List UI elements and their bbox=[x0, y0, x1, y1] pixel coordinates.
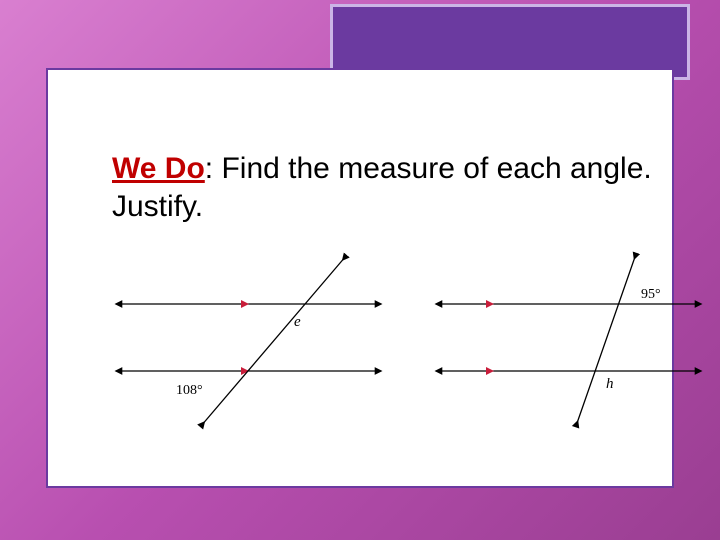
left-diagram: e 108° bbox=[121, 256, 376, 426]
left-var-label: e bbox=[294, 314, 301, 330]
slide-heading: We Do: Find the measure of each angle. J… bbox=[112, 150, 702, 225]
wedo-label: We Do bbox=[112, 152, 205, 185]
right-var-label: h bbox=[606, 376, 614, 392]
right-angle-label: 95° bbox=[641, 287, 661, 302]
slide-card: We Do: Find the measure of each angle. J… bbox=[46, 68, 674, 488]
left-angle-label: 108° bbox=[176, 383, 203, 398]
diagrams-area: e 108° 95° h bbox=[106, 246, 716, 486]
geometry-svg: e 108° 95° h bbox=[106, 246, 716, 486]
right-diagram: 95° h bbox=[441, 254, 696, 426]
